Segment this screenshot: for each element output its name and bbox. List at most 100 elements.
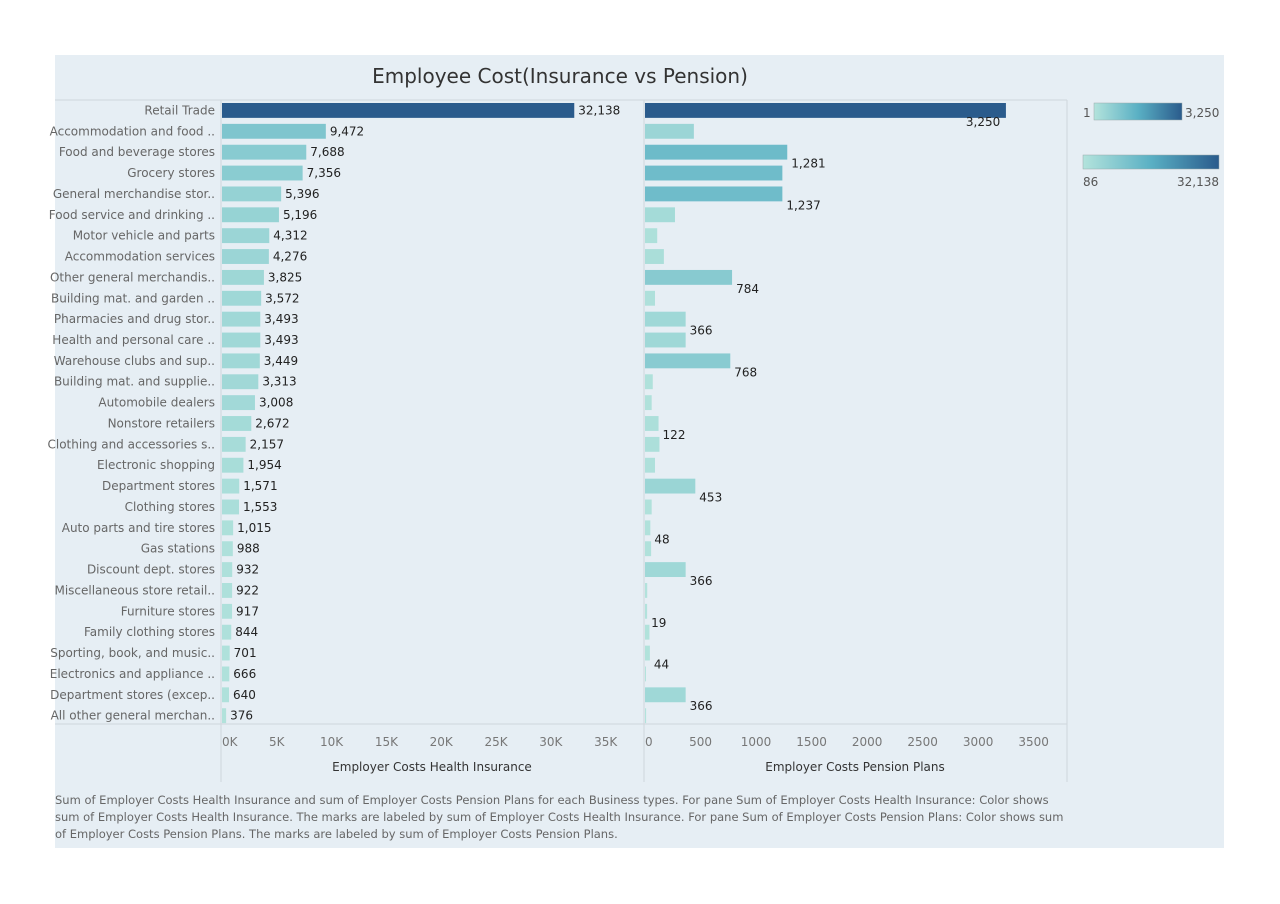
bar	[645, 562, 686, 578]
data-label: 4,276	[273, 250, 307, 264]
bar	[645, 332, 686, 348]
category-label: Health and personal care ..	[52, 333, 215, 347]
bar	[645, 374, 653, 390]
bar	[222, 165, 303, 181]
data-label: 44	[654, 657, 669, 671]
bar	[645, 541, 652, 557]
bar	[222, 353, 260, 369]
data-label: 366	[690, 574, 713, 588]
data-label: 376	[230, 709, 253, 723]
bar	[222, 666, 230, 682]
bar	[645, 478, 696, 494]
category-label: Food and beverage stores	[59, 145, 215, 159]
bar	[222, 687, 230, 703]
legend-min-label: 86	[1083, 175, 1098, 189]
category-label: Automobile dealers	[98, 396, 215, 410]
bar	[645, 520, 651, 536]
tick-label: 1500	[796, 735, 827, 749]
tick-label: 15K	[375, 735, 399, 749]
bar	[222, 269, 264, 285]
bar	[645, 416, 659, 431]
bar	[222, 249, 269, 264]
tick-label: 35K	[594, 735, 618, 749]
tick-label: 2500	[907, 735, 938, 749]
data-label: 1,571	[243, 479, 277, 493]
data-label: 7,356	[307, 166, 341, 180]
legend-min-label: 1	[1083, 106, 1091, 120]
data-label: 844	[235, 625, 258, 639]
data-label: 701	[234, 646, 257, 660]
data-label: 3,493	[264, 312, 298, 326]
data-label: 2,157	[250, 437, 284, 451]
data-label: 3,493	[264, 333, 298, 347]
bar	[222, 395, 255, 411]
data-label: 122	[663, 428, 686, 442]
data-label: 19	[651, 616, 666, 630]
bar	[222, 311, 261, 327]
bar	[645, 624, 650, 640]
bar	[645, 165, 783, 181]
tick-label: 10K	[320, 735, 344, 749]
category-label: Warehouse clubs and sup..	[54, 354, 215, 368]
data-label: 1,954	[247, 458, 281, 472]
data-label: 2,672	[255, 416, 289, 430]
category-label: Gas stations	[141, 542, 215, 556]
category-label: General merchandise stor..	[53, 187, 215, 201]
category-label: Sporting, book, and music..	[50, 646, 215, 660]
data-label: 32,138	[578, 103, 620, 117]
bar	[645, 436, 660, 452]
category-label: Building mat. and supplie..	[54, 375, 215, 389]
bar	[645, 228, 658, 244]
data-label: 1,015	[237, 521, 271, 535]
data-label: 3,250	[966, 115, 1000, 129]
tick-label: 5K	[269, 735, 286, 749]
bar	[222, 207, 279, 223]
bar	[645, 311, 686, 327]
data-label: 366	[690, 324, 713, 338]
category-label: Miscellaneous store retail..	[54, 583, 215, 597]
bar	[645, 123, 694, 139]
bar	[222, 290, 262, 306]
legend-max-label: 32,138	[1177, 175, 1219, 189]
bar	[645, 583, 648, 598]
bar	[222, 520, 234, 536]
bar	[222, 186, 282, 202]
data-label: 7,688	[310, 145, 344, 159]
category-label: Nonstore retailers	[108, 416, 215, 430]
bar	[645, 269, 733, 285]
bar	[645, 708, 647, 724]
chart-title: Employee Cost(Insurance vs Pension)	[372, 64, 748, 88]
data-label: 768	[734, 365, 757, 379]
bar	[645, 207, 675, 223]
bar	[645, 353, 731, 369]
data-label: 453	[699, 491, 722, 505]
data-label: 3,313	[262, 375, 296, 389]
bar	[645, 603, 648, 619]
category-label: Department stores (excep..	[50, 688, 215, 702]
bar	[645, 395, 652, 411]
tick-label: 3000	[963, 735, 994, 749]
data-label: 48	[654, 532, 669, 546]
data-label: 366	[690, 699, 713, 713]
axis-title: Employer Costs Pension Plans	[765, 760, 944, 774]
category-label: Pharmacies and drug stor..	[54, 312, 215, 326]
bar	[222, 103, 575, 118]
bar	[222, 416, 252, 431]
bar	[645, 499, 652, 515]
bar	[222, 436, 246, 452]
data-label: 784	[736, 282, 759, 296]
axis-title: Employer Costs Health Insurance	[332, 760, 532, 774]
bar	[645, 666, 646, 682]
category-label: Food service and drinking ..	[49, 208, 215, 222]
category-label: Clothing stores	[125, 500, 215, 514]
data-label: 5,396	[285, 187, 319, 201]
data-label: 4,312	[273, 229, 307, 243]
category-label: Electronic shopping	[97, 458, 215, 472]
bar	[222, 478, 240, 494]
data-label: 922	[236, 583, 259, 597]
category-label: Grocery stores	[127, 166, 215, 180]
category-label: Discount dept. stores	[87, 563, 215, 577]
data-label: 3,825	[268, 270, 302, 284]
bar	[222, 123, 326, 139]
data-label: 5,196	[283, 208, 317, 222]
